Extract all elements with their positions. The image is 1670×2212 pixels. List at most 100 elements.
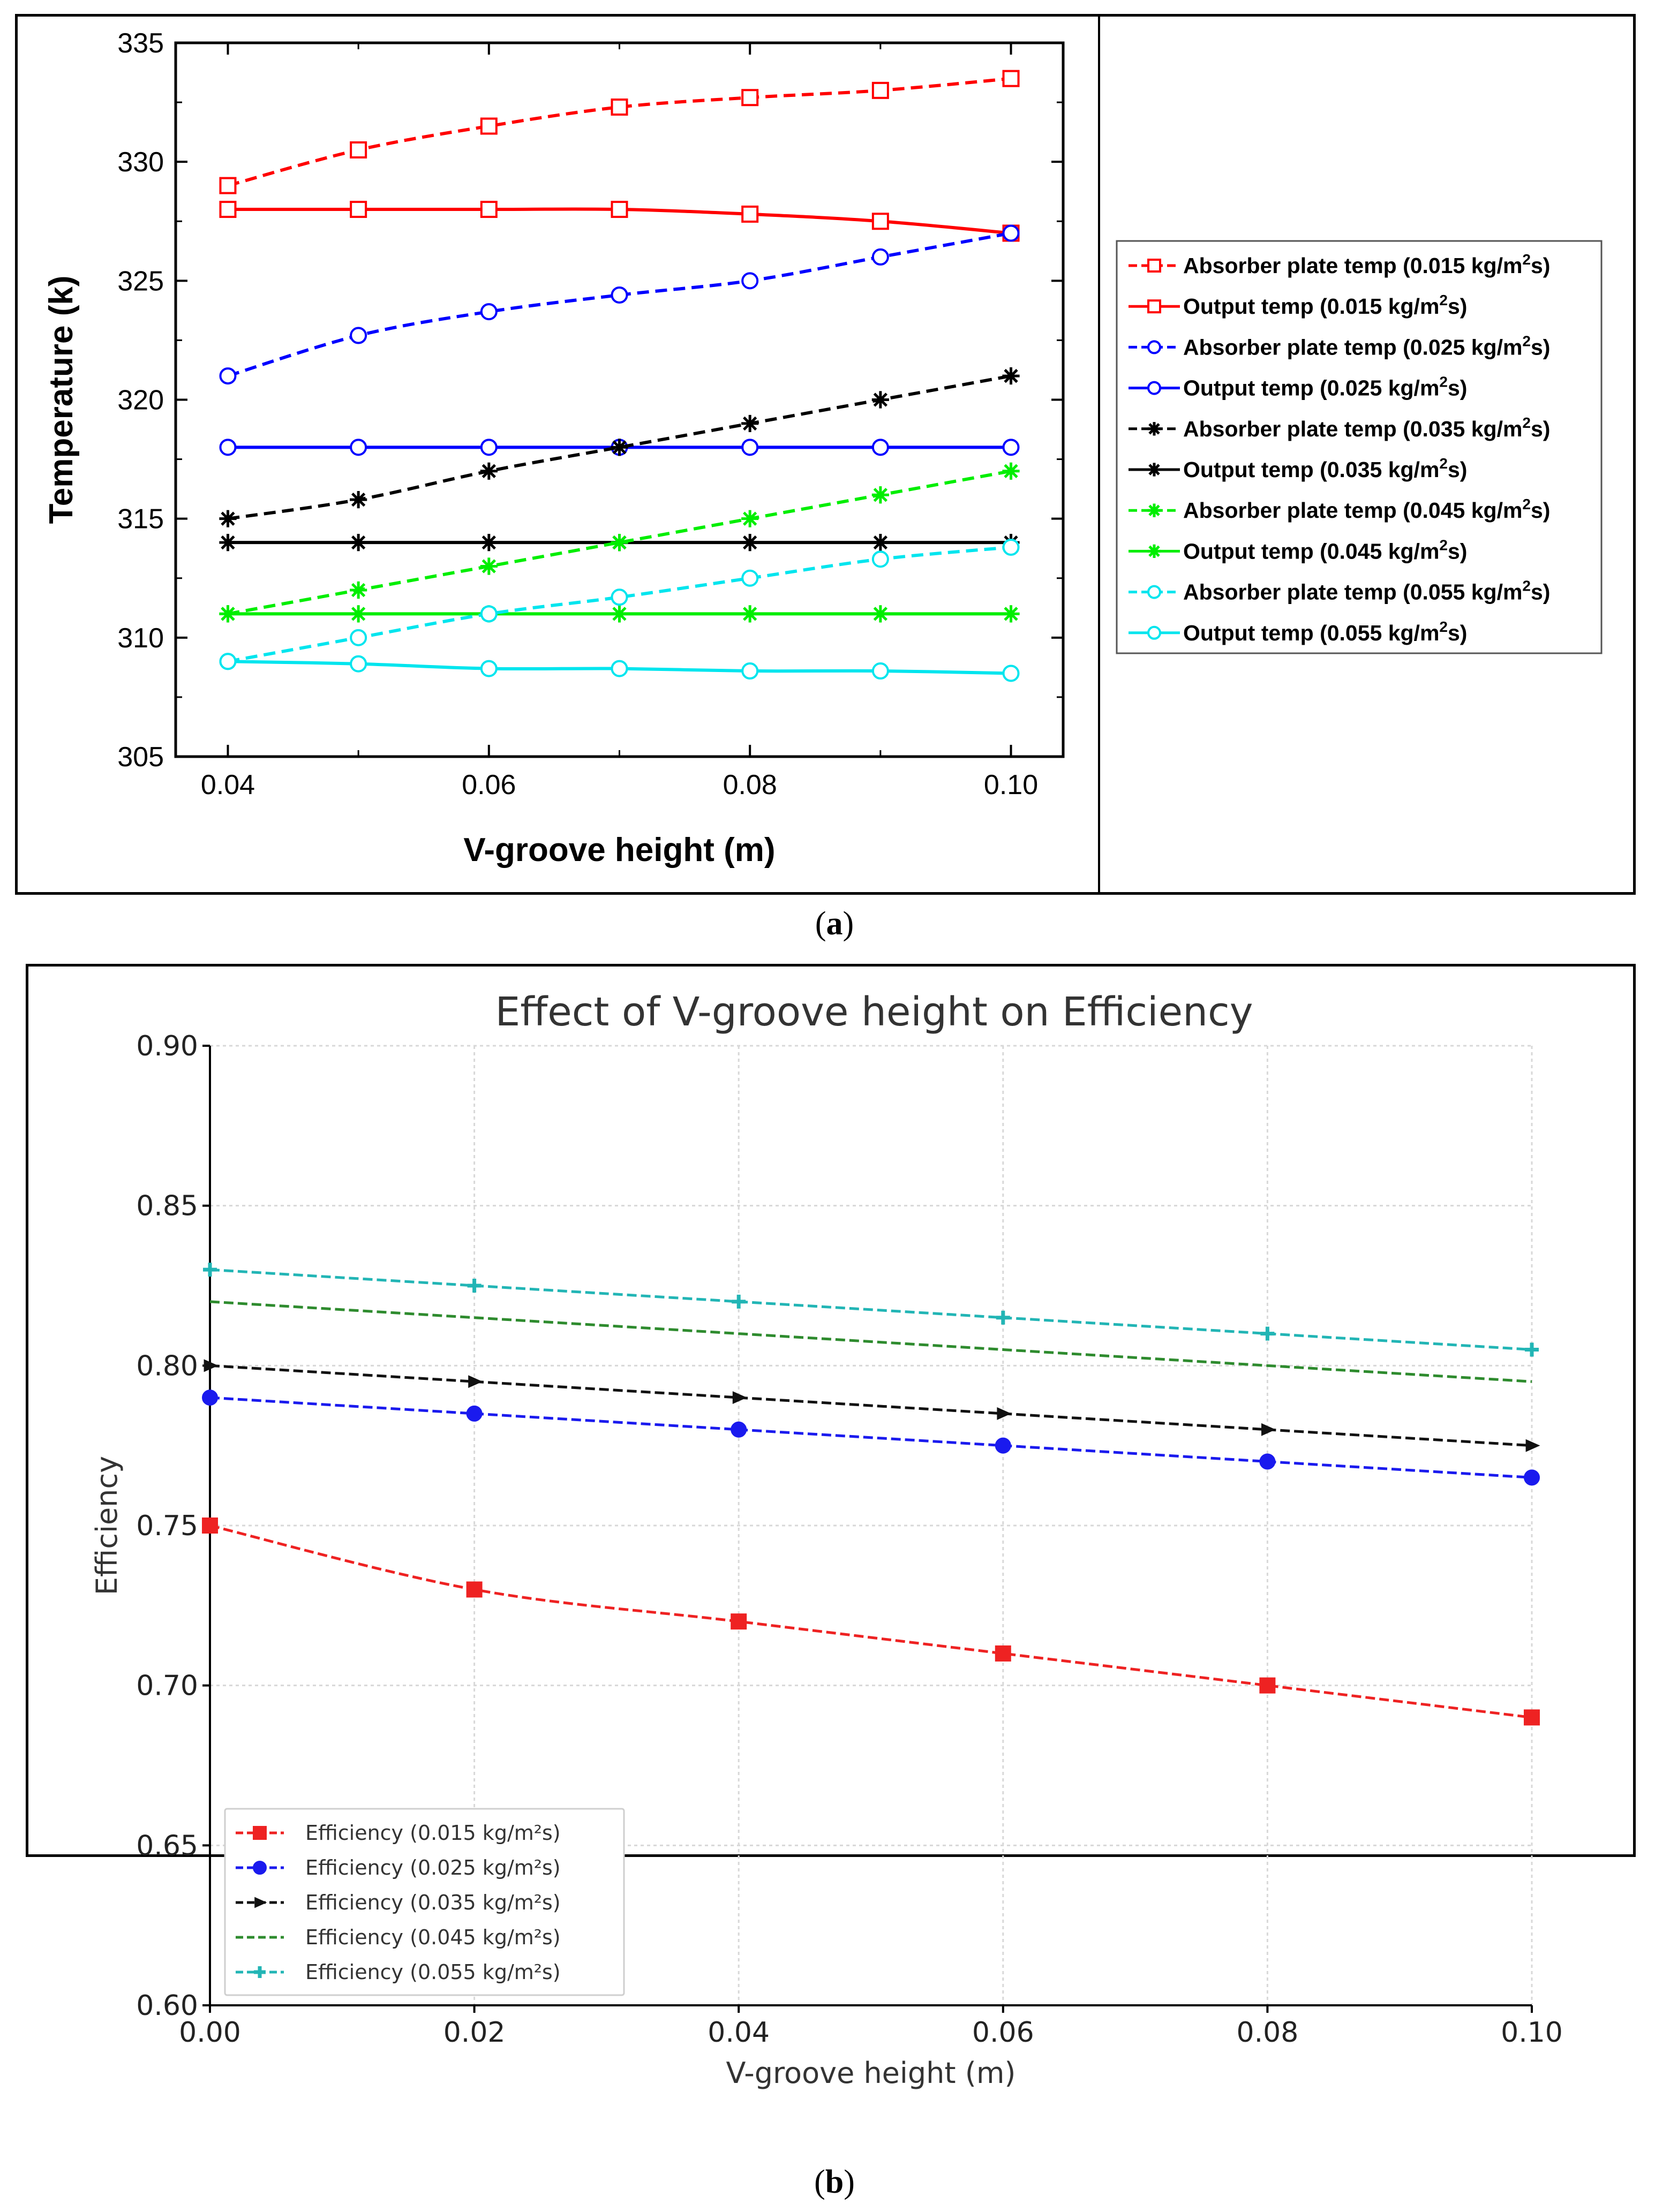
x-tick-label-b: 0.00 bbox=[179, 2017, 241, 2049]
legend-marker-b bbox=[253, 1861, 267, 1875]
data-point-a bbox=[741, 205, 759, 223]
x-tick-label-a: 0.04 bbox=[201, 769, 255, 801]
data-point-a bbox=[350, 327, 367, 344]
data-point-b bbox=[1261, 1423, 1276, 1436]
data-point-a bbox=[219, 605, 237, 623]
data-point-a bbox=[350, 534, 367, 552]
data-point-a bbox=[219, 534, 237, 552]
data-point-a bbox=[741, 414, 759, 433]
data-point-a bbox=[611, 534, 628, 552]
legend-marker-a bbox=[1147, 422, 1161, 436]
legend-item-a-4: Absorber plate temp (0.035 kg/m2s) bbox=[1129, 414, 1550, 441]
legend-item-b-3: Efficiency (0.045 kg/m²s) bbox=[236, 1926, 561, 1949]
data-point-a bbox=[1002, 538, 1020, 556]
legend-label-a: Output temp (0.045 kg/m2s) bbox=[1183, 537, 1467, 563]
data-point-b bbox=[467, 1279, 482, 1293]
data-point-a bbox=[871, 81, 889, 99]
legend-marker-a bbox=[1147, 544, 1161, 558]
data-point-a bbox=[350, 629, 367, 646]
data-point-a bbox=[350, 439, 367, 456]
data-point-a bbox=[611, 605, 628, 623]
x-axis-label-b: V-groove height (m) bbox=[726, 2056, 1015, 2090]
data-point-a bbox=[741, 510, 759, 527]
series-line-b bbox=[209, 1364, 1532, 1447]
data-point-b bbox=[468, 1375, 483, 1388]
data-point-a bbox=[350, 581, 367, 599]
legend-marker-a bbox=[1147, 463, 1161, 477]
data-point-a bbox=[741, 662, 759, 680]
data-point-a bbox=[1002, 665, 1020, 682]
y-tick-label-a: 335 bbox=[117, 28, 164, 59]
legend-label-a: Output temp (0.055 kg/m2s) bbox=[1183, 618, 1467, 645]
data-point-a bbox=[480, 660, 498, 677]
data-point-b bbox=[731, 1613, 747, 1630]
figure-a-frame bbox=[15, 14, 1636, 895]
legend-item-a-7: Output temp (0.045 kg/m2s) bbox=[1129, 537, 1467, 563]
data-point-a bbox=[480, 462, 498, 480]
data-point-b bbox=[204, 1359, 219, 1372]
legend-label-a: Absorber plate temp (0.025 kg/m2s) bbox=[1183, 333, 1550, 359]
data-point-a bbox=[1002, 605, 1020, 623]
y-tick-label-a: 305 bbox=[117, 742, 164, 773]
legend-label-a: Output temp (0.025 kg/m2s) bbox=[1183, 374, 1467, 401]
legend-item-b-4: Efficiency (0.055 kg/m²s) bbox=[236, 1960, 561, 1984]
series-b-1 bbox=[202, 1390, 1540, 1486]
series-a-9 bbox=[219, 653, 1020, 682]
data-point-b bbox=[202, 1518, 218, 1534]
data-point-a bbox=[1002, 70, 1020, 87]
legend-marker-a bbox=[1147, 340, 1161, 354]
data-point-a bbox=[871, 248, 889, 266]
data-point-b bbox=[466, 1581, 483, 1598]
legend-marker-a bbox=[1147, 503, 1161, 517]
data-point-a bbox=[1002, 367, 1020, 385]
data-point-a bbox=[219, 439, 237, 456]
chart-a: 305 310 315 320 325 330 335 0.04 0.06 0.08 0.10 V-g… bbox=[43, 28, 1603, 869]
legend-a: Absorber plate temp (0.015 kg/m2s) Output… bbox=[1116, 240, 1603, 654]
data-point-a bbox=[611, 201, 628, 218]
y-tick-label-a: 330 bbox=[117, 147, 164, 178]
data-point-a bbox=[480, 303, 498, 321]
legend-label-b: Efficiency (0.055 kg/m²s) bbox=[305, 1960, 561, 1984]
x-axis-label-a: V-groove height (m) bbox=[463, 832, 775, 869]
data-point-a bbox=[871, 534, 889, 552]
data-point-b bbox=[995, 1645, 1011, 1662]
series-b-2 bbox=[204, 1359, 1540, 1452]
data-point-a bbox=[611, 660, 628, 677]
data-point-a bbox=[480, 439, 498, 456]
legend-marker-b bbox=[254, 1897, 267, 1908]
data-point-a bbox=[480, 605, 498, 623]
legend-label-a: Absorber plate temp (0.045 kg/m2s) bbox=[1183, 496, 1550, 523]
data-point-a bbox=[350, 605, 367, 623]
y-tick-label-a: 325 bbox=[117, 266, 164, 297]
data-point-b bbox=[1524, 1469, 1540, 1486]
series-a-0 bbox=[219, 70, 1020, 194]
data-point-a bbox=[741, 569, 759, 587]
series-line-b bbox=[209, 1396, 1532, 1479]
legend-item-a-0: Absorber plate temp (0.015 kg/m2s) bbox=[1129, 251, 1550, 278]
legend-label-a: Absorber plate temp (0.055 kg/m2s) bbox=[1183, 578, 1550, 605]
x-tick-label-b: 0.04 bbox=[708, 2017, 770, 2049]
data-point-a bbox=[741, 605, 759, 623]
legend-b: Efficiency (0.015 kg/m²s) Efficiency (0.0… bbox=[224, 1808, 625, 1996]
data-point-a bbox=[219, 510, 237, 527]
legend-label-b: Efficiency (0.035 kg/m²s) bbox=[305, 1891, 561, 1914]
caption-b-letter: b bbox=[825, 2164, 844, 2200]
data-point-a bbox=[611, 588, 628, 606]
data-point-a bbox=[741, 272, 759, 290]
data-point-b bbox=[203, 1263, 217, 1277]
x-tick-label-a: 0.10 bbox=[984, 769, 1038, 801]
legend-marker-a bbox=[1147, 259, 1161, 273]
legend-box-a bbox=[1116, 240, 1603, 654]
legend-item-a-1: Output temp (0.015 kg/m2s) bbox=[1129, 292, 1467, 319]
legend-item-a-2: Absorber plate temp (0.025 kg/m2s) bbox=[1129, 333, 1550, 359]
data-point-a bbox=[219, 653, 237, 670]
caption-a-letter: a bbox=[826, 905, 843, 942]
data-point-a bbox=[219, 201, 237, 218]
legend-item-b-1: Efficiency (0.025 kg/m²s) bbox=[236, 1856, 561, 1879]
data-point-a bbox=[1002, 462, 1020, 480]
chart-title-b: Effect of V-groove height on Efficiency bbox=[495, 989, 1253, 1035]
data-point-a bbox=[871, 391, 889, 409]
legend-marker-a bbox=[1147, 625, 1161, 640]
caption-a: (a) bbox=[815, 905, 854, 942]
data-point-a bbox=[611, 98, 628, 116]
